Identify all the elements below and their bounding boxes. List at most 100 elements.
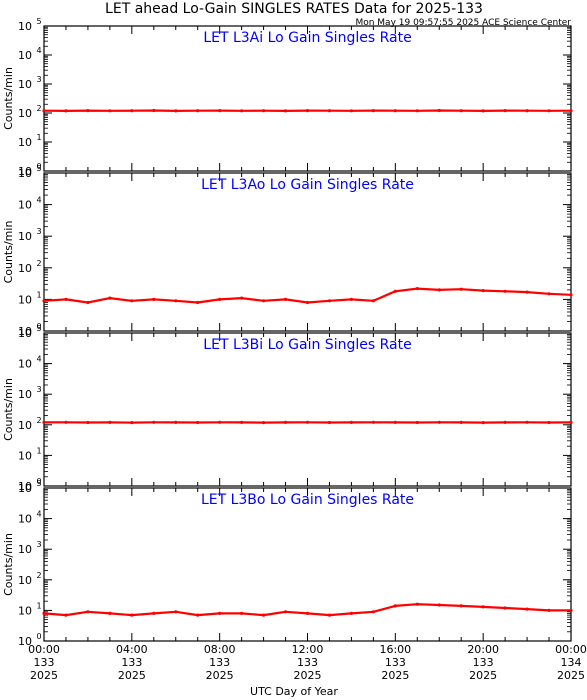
series-point (305, 611, 310, 616)
y-tick-exponent: 5 (36, 479, 41, 488)
y-tick-label: 10 (18, 107, 32, 120)
series-point (218, 109, 222, 113)
y-tick-label: 10 (18, 574, 32, 587)
series-point (393, 289, 397, 293)
y-tick-label: 10 (18, 419, 32, 432)
series-point (547, 420, 551, 425)
series-point (327, 109, 332, 113)
series-point (525, 607, 529, 611)
x-tick-year: 2025 (30, 669, 58, 682)
series-point (174, 420, 178, 424)
series-point (525, 290, 529, 294)
y-tick-exponent: 5 (36, 17, 41, 26)
series-point (218, 297, 222, 301)
y-tick-exponent: 1 (36, 446, 41, 455)
y-tick-label: 10 (18, 358, 32, 371)
series-point (525, 109, 529, 113)
series-point (64, 613, 68, 617)
y-tick-label: 10 (18, 388, 32, 401)
series-point (371, 420, 375, 424)
series-point (240, 611, 244, 616)
series-point (64, 420, 68, 424)
series-point (152, 611, 156, 616)
time-axis: 00:00133202504:00133202508:00133202512:0… (28, 643, 587, 682)
series-point (547, 109, 551, 113)
y-axis-label: Counts/min (2, 533, 15, 596)
series-point (240, 296, 244, 300)
y-tick-label: 10 (18, 604, 32, 617)
y-tick-label: 10 (18, 482, 32, 495)
panel-title: LET L3Ao Lo Gain Singles Rate (201, 177, 414, 193)
series-point (130, 421, 134, 425)
y-tick-exponent: 3 (36, 227, 41, 236)
y-tick-label: 10 (18, 165, 32, 178)
x-tick-doy: 133 (385, 656, 406, 669)
x-tick-year: 2025 (557, 669, 585, 682)
y-tick-exponent: 5 (36, 164, 41, 173)
series-point (327, 420, 332, 425)
series-point (349, 297, 353, 301)
series-point (152, 420, 156, 424)
series-point (196, 420, 200, 425)
series-point (525, 420, 529, 424)
series-point (305, 109, 310, 113)
y-tick-exponent: 1 (36, 133, 41, 142)
series-point (459, 287, 463, 291)
series-point (262, 299, 266, 303)
y-tick-label: 10 (18, 325, 32, 338)
series-point (42, 109, 46, 113)
y-axis-label: Counts/min (2, 67, 15, 130)
y-tick-exponent: 4 (36, 355, 41, 364)
y-tick-exponent: 3 (36, 540, 41, 549)
y-tick-label: 10 (18, 136, 32, 149)
x-tick-doy: 133 (209, 656, 230, 669)
series-point (240, 420, 244, 424)
y-tick-exponent: 2 (36, 104, 41, 113)
y-tick-label: 10 (18, 78, 32, 91)
series-point (218, 420, 222, 424)
x-tick-doy: 133 (34, 656, 55, 669)
y-tick-exponent: 4 (36, 46, 41, 55)
series-point (393, 109, 397, 113)
x-tick-time: 00:00 (28, 643, 60, 656)
series-point (371, 610, 375, 614)
y-tick-label: 10 (18, 449, 32, 462)
x-tick-time: 20:00 (467, 643, 499, 656)
series-point (503, 289, 507, 293)
series-point (371, 299, 375, 303)
series-point (108, 420, 112, 424)
series-point (415, 109, 419, 113)
y-tick-label: 10 (18, 20, 32, 33)
y-tick-label: 10 (18, 49, 32, 62)
series-point (305, 300, 310, 305)
series-point (459, 604, 463, 608)
y-tick-label: 10 (18, 543, 32, 556)
series-point (42, 420, 46, 424)
y-tick-label: 10 (18, 635, 32, 648)
series-point (218, 611, 222, 616)
series-point (196, 300, 200, 305)
series-point (86, 420, 90, 425)
y-tick-label: 10 (18, 513, 32, 526)
y-tick-label: 10 (18, 230, 32, 243)
figure-title: LET ahead Lo-Gain SINGLES RATES Data for… (105, 1, 483, 17)
y-tick-exponent: 2 (36, 571, 41, 580)
x-tick-doy: 134 (561, 656, 582, 669)
series-point (459, 109, 463, 113)
series-point (240, 109, 244, 113)
series-point (481, 109, 485, 113)
x-tick-time: 12:00 (292, 643, 324, 656)
y-axis-label: Counts/min (2, 378, 15, 441)
panel-title: LET L3Bo Lo Gain Singles Rate (201, 492, 414, 508)
y-tick-exponent: 0 (36, 632, 41, 641)
series-point (283, 420, 288, 424)
series-point (174, 109, 178, 113)
series-point (415, 420, 419, 425)
series-point (547, 292, 551, 296)
series-point (130, 109, 134, 113)
y-tick-label: 10 (18, 262, 32, 275)
series-point (569, 293, 573, 297)
series-point (174, 610, 178, 614)
series-point (327, 613, 332, 617)
x-tick-doy: 133 (297, 656, 318, 669)
